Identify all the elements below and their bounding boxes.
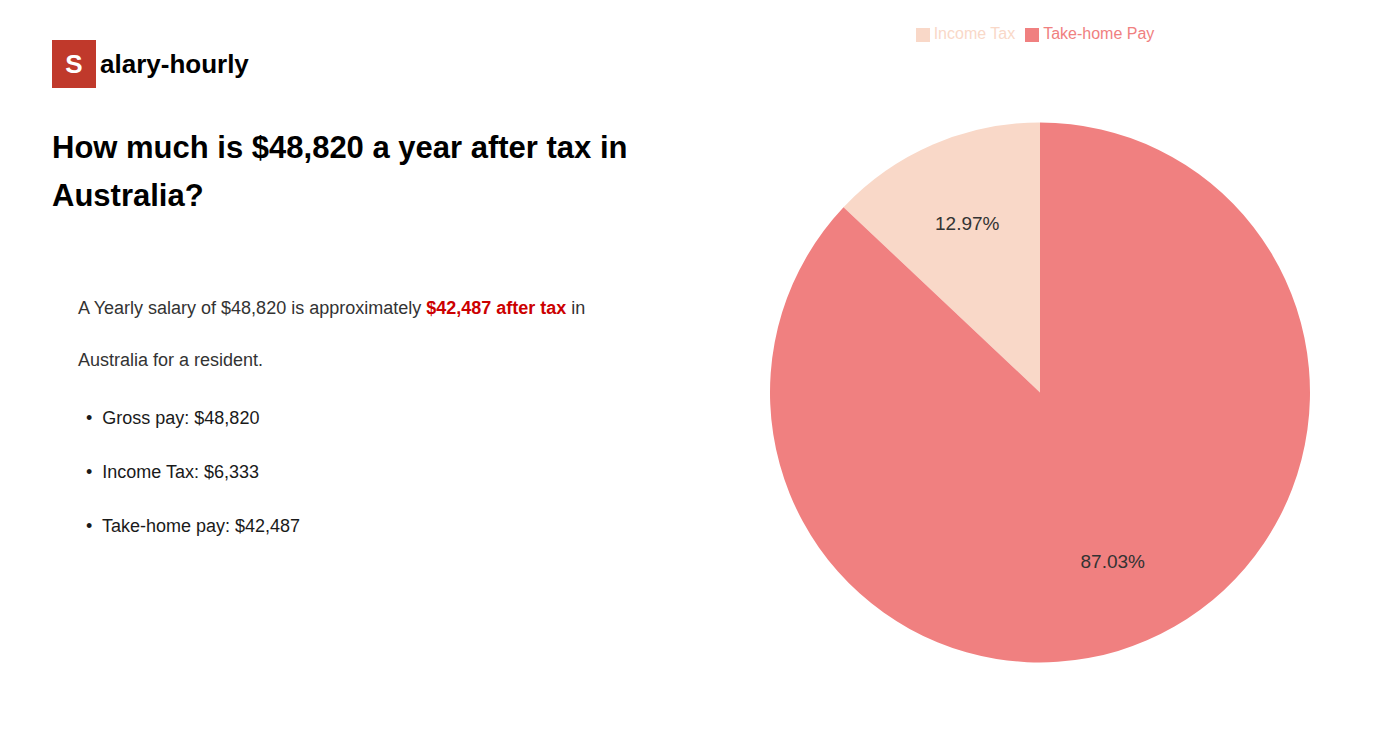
html-text:Australia?: Australia? (52, 178, 204, 213)
html-text:Take-home Pay: Take-home Pay (1043, 25, 1155, 42)
svg-text:87.03%: 87.03% (1081, 551, 1146, 572)
html-text:• Take-home pay: $42,487: • Take-home pay: $42,487 (86, 516, 301, 536)
html-text:• Income Tax: $6,333: • Income Tax: $6,333 (86, 462, 260, 482)
html-text:alary-hourly: alary-hourly (100, 48, 249, 79)
html-text:How much is $48,820 a year aft: How much is $48,820 a year after tax in (52, 130, 628, 165)
html-text:Income Tax: Income Tax (933, 25, 1016, 42)
html-text:• Gross pay: $48,820: • Gross pay: $48,820 (86, 408, 260, 428)
html-text:Australia for a resident.: Australia for a resident. (78, 350, 264, 370)
html-text:S: S (65, 48, 83, 79)
svg-text:12.97%: 12.97% (935, 213, 1000, 234)
html-text:A Yearly salary of $48,820 is: A Yearly salary of $48,820 is approximat… (78, 298, 586, 318)
